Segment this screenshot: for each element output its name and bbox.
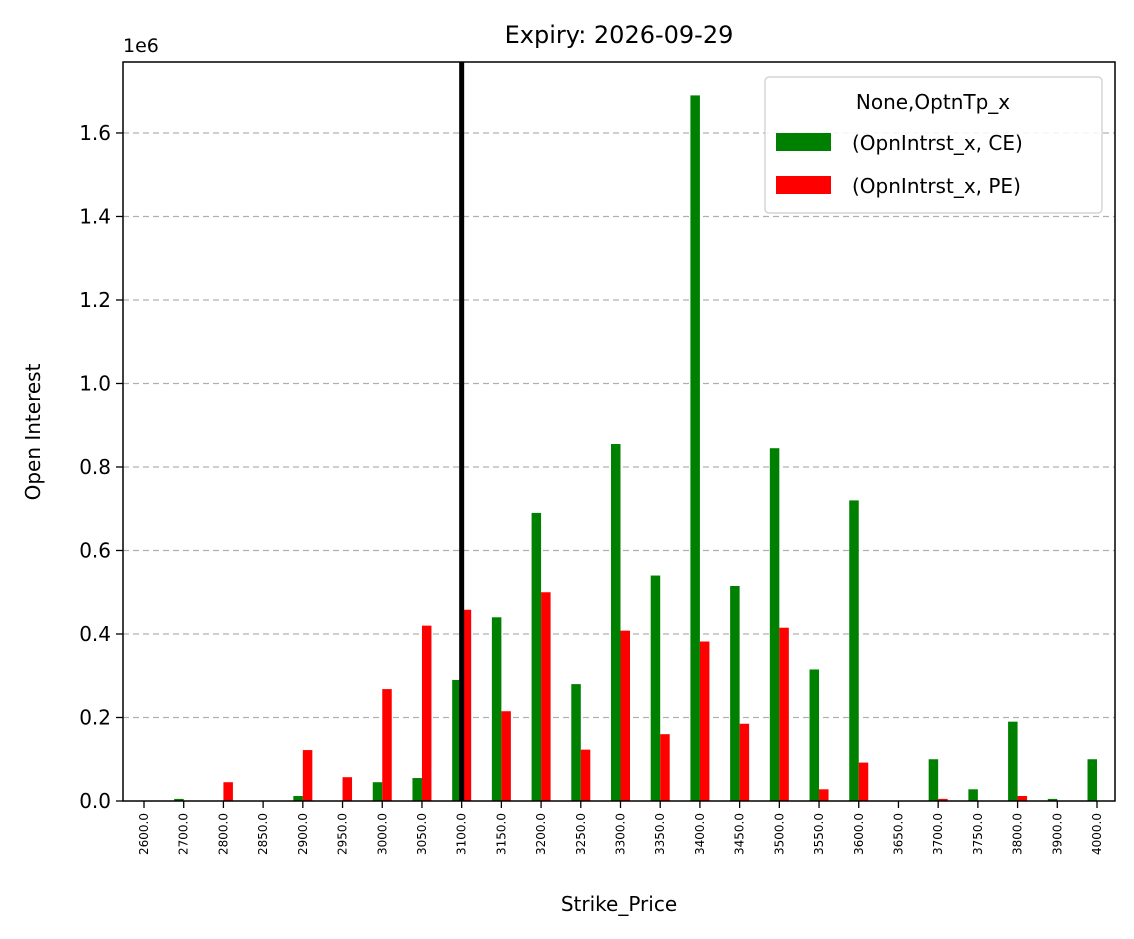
x-tick-label: 3050.0	[415, 813, 429, 855]
bar-ce	[174, 798, 184, 801]
x-tick-label: 3000.0	[375, 813, 389, 855]
x-tick-label: 3900.0	[1050, 813, 1064, 855]
bar-ce	[293, 795, 303, 801]
x-tick-label: 3400.0	[693, 813, 707, 855]
bar-pe	[342, 777, 353, 801]
bar-pe	[382, 689, 392, 801]
x-tick-label: 2950.0	[336, 813, 350, 855]
y-offset-text: 1e6	[123, 35, 159, 57]
bar-ce	[452, 679, 462, 801]
chart-title: Expiry: 2026-09-29	[505, 21, 734, 49]
bar-pe	[739, 723, 750, 801]
x-tick-label: 3150.0	[494, 813, 508, 855]
y-tick-label: 0.8	[79, 455, 111, 479]
bar-ce	[491, 617, 502, 801]
x-tick-label: 2900.0	[296, 813, 310, 855]
x-tick-label: 3800.0	[1011, 813, 1025, 855]
legend-title: None,OptnTp_x	[856, 90, 1010, 114]
x-tick-label: 3450.0	[733, 813, 747, 855]
bar-pe	[461, 609, 472, 801]
bar-ce	[412, 778, 422, 801]
bar-ce	[809, 669, 820, 801]
bar-pe	[421, 625, 432, 801]
bar-ce	[650, 575, 661, 801]
bar-ce	[531, 512, 542, 801]
bar-ce	[1087, 759, 1097, 801]
bar-ce	[928, 759, 939, 801]
x-ticks: 2600.0 2700.0 2800.0 2850.0 2900.0 2950.0 3000…	[137, 801, 1104, 855]
y-tick-label: 0.2	[79, 705, 111, 729]
bar-pe	[580, 749, 591, 801]
bar-ce	[611, 444, 621, 801]
x-tick-label: 3500.0	[772, 813, 786, 855]
plot-frame	[122, 61, 1116, 802]
x-axis-label: Strike_Price	[561, 892, 677, 916]
legend-label-ce: (OpnIntrst_x, CE)	[852, 131, 1023, 155]
bar-ce	[968, 789, 978, 801]
y-tick-label: 1.0	[79, 371, 111, 395]
legend-label-pe: (OpnIntrst_x, PE)	[852, 174, 1021, 198]
bar-pe	[699, 641, 710, 801]
legend: None,OptnTp_x (OpnIntrst_x, CE) (OpnIntr…	[764, 76, 1103, 214]
bar-ce	[571, 684, 581, 801]
y-ticks: 0.0 0.2 0.4 0.6 0.8 1.0 1.2 1.4 1.6	[79, 121, 123, 813]
bars	[174, 95, 1097, 802]
x-tick-label: 3600.0	[852, 813, 866, 855]
bar-pe	[223, 782, 233, 801]
x-tick-label: 3250.0	[574, 813, 588, 855]
x-tick-label: 3750.0	[971, 813, 985, 855]
bar-pe	[660, 734, 670, 801]
y-tick-label: 1.4	[79, 204, 111, 228]
bar-pe	[541, 592, 551, 801]
x-tick-label: 2800.0	[216, 813, 230, 855]
bar-ce	[690, 95, 700, 802]
legend-swatch-pe	[776, 176, 831, 194]
bar-pe	[620, 630, 630, 801]
bar-ce	[1008, 721, 1018, 801]
y-tick-label: 0.6	[79, 538, 111, 562]
y-tick-label: 1.2	[79, 288, 111, 312]
y-axis-label: Open Interest	[21, 363, 45, 500]
bar-ce	[1047, 798, 1058, 801]
bar-pe	[1017, 795, 1028, 801]
x-tick-label: 2850.0	[256, 813, 270, 855]
y-tick-label: 0.0	[79, 789, 111, 813]
x-tick-label: 3350.0	[653, 813, 667, 855]
bar-ce	[372, 782, 383, 801]
y-tick-label: 0.4	[79, 622, 111, 646]
bar-pe	[938, 798, 948, 801]
x-tick-label: 2600.0	[137, 813, 151, 855]
bar-ce	[769, 448, 780, 801]
bar-ce	[849, 500, 859, 801]
y-tick-label: 1.6	[79, 121, 111, 145]
x-tick-label: 3200.0	[534, 813, 548, 855]
legend-box	[764, 76, 1103, 214]
bar-pe	[779, 627, 789, 801]
x-tick-label: 3100.0	[455, 813, 469, 855]
x-tick-label: 4000.0	[1090, 813, 1104, 855]
bar-pe	[819, 789, 829, 801]
bar-pe	[302, 750, 313, 801]
bar-pe	[858, 762, 869, 801]
legend-swatch-ce	[776, 133, 831, 151]
x-tick-label: 2700.0	[177, 813, 191, 855]
bar-ce	[730, 585, 740, 801]
x-tick-label: 3700.0	[931, 813, 945, 855]
bar-pe	[501, 711, 511, 801]
x-tick-label: 3300.0	[614, 813, 628, 855]
x-tick-label: 3550.0	[812, 813, 826, 855]
x-tick-label: 3650.0	[891, 813, 905, 855]
